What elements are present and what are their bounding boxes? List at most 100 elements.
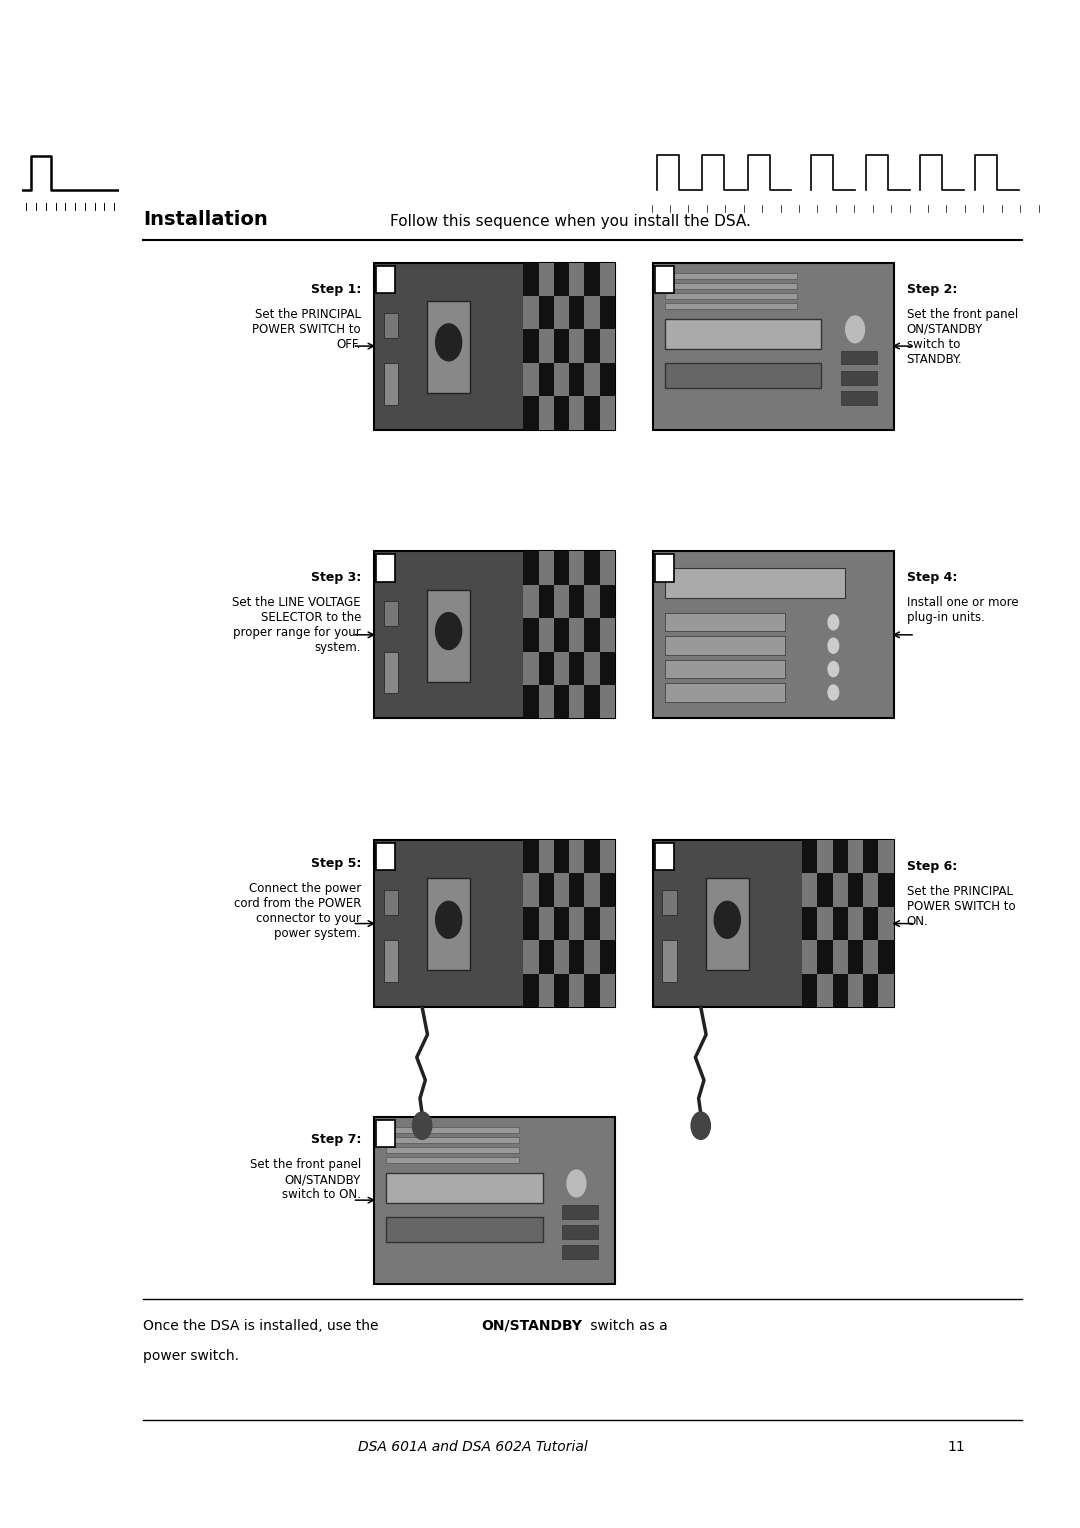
Bar [386, 1137, 518, 1143]
Text: Once the DSA is installed, use the: Once the DSA is installed, use the [144, 1319, 383, 1332]
Bar [554, 973, 569, 1007]
Bar [599, 940, 615, 973]
Bar [569, 296, 584, 330]
Bar [386, 1146, 518, 1154]
Bar [554, 940, 569, 973]
Bar [599, 685, 615, 718]
Circle shape [435, 324, 461, 361]
Bar [539, 651, 554, 685]
Bar [840, 371, 877, 385]
Bar [584, 685, 599, 718]
Text: Step 2:: Step 2: [906, 283, 957, 295]
Circle shape [828, 614, 839, 630]
Bar [376, 1120, 395, 1148]
Circle shape [714, 902, 740, 938]
Bar [539, 973, 554, 1007]
Bar [878, 906, 893, 940]
Bar [848, 906, 863, 940]
Bar [539, 263, 554, 296]
Bar [818, 940, 833, 973]
Bar [539, 296, 554, 330]
Bar [833, 906, 848, 940]
Bar [569, 940, 584, 973]
Bar [802, 940, 818, 973]
Text: Install one or more
plug-in units.: Install one or more plug-in units. [906, 596, 1018, 625]
Bar [802, 973, 818, 1007]
Bar [524, 840, 539, 874]
Bar [584, 396, 599, 429]
Bar [374, 263, 615, 429]
Bar [664, 283, 797, 289]
Bar [662, 940, 677, 983]
Bar [664, 637, 785, 656]
Circle shape [828, 639, 839, 652]
Bar [569, 362, 584, 396]
Bar [840, 391, 877, 405]
Bar [539, 840, 554, 874]
Bar [584, 906, 599, 940]
Text: Set the PRINCIPAL
POWER SWITCH to
OFF.: Set the PRINCIPAL POWER SWITCH to OFF. [253, 307, 361, 350]
Bar [569, 330, 584, 362]
Bar [569, 619, 584, 651]
Bar [383, 940, 399, 983]
Bar [554, 296, 569, 330]
Bar [584, 874, 599, 906]
Bar [554, 840, 569, 874]
Bar [802, 840, 818, 874]
Text: Follow this sequence when you install the DSA.: Follow this sequence when you install th… [390, 214, 751, 229]
Bar [599, 296, 615, 330]
Bar [554, 619, 569, 651]
Bar [652, 263, 893, 429]
Bar [818, 840, 833, 874]
Bar [539, 874, 554, 906]
Bar [374, 1117, 615, 1284]
Bar [664, 613, 785, 631]
Text: ON/STANDBY: ON/STANDBY [481, 1319, 582, 1332]
Bar [524, 585, 539, 619]
Bar [539, 552, 554, 585]
Bar [383, 362, 399, 405]
Bar [524, 685, 539, 718]
Bar [584, 840, 599, 874]
Bar [524, 906, 539, 940]
Bar [554, 874, 569, 906]
Bar [539, 619, 554, 651]
Circle shape [435, 902, 461, 938]
Text: Set the PRINCIPAL
POWER SWITCH to
ON.: Set the PRINCIPAL POWER SWITCH to ON. [906, 885, 1015, 927]
Text: Connect the power
cord from the POWER
connector to your
power system.: Connect the power cord from the POWER co… [233, 882, 361, 940]
Bar [524, 619, 539, 651]
Bar [584, 296, 599, 330]
Text: Step 1:: Step 1: [311, 283, 361, 295]
Bar [539, 906, 554, 940]
Bar [599, 585, 615, 619]
Bar [524, 874, 539, 906]
Bar [386, 1216, 542, 1242]
Bar [569, 263, 584, 296]
Bar [664, 683, 785, 701]
Bar [599, 396, 615, 429]
Bar [539, 362, 554, 396]
Bar [569, 840, 584, 874]
Bar [662, 891, 677, 915]
Bar [599, 552, 615, 585]
Bar [569, 585, 584, 619]
Bar [524, 296, 539, 330]
Text: Step 4:: Step 4: [906, 571, 957, 584]
Bar [569, 685, 584, 718]
Bar [599, 362, 615, 396]
Bar [833, 940, 848, 973]
Text: Installation: Installation [144, 209, 268, 229]
Bar [599, 906, 615, 940]
Bar [539, 585, 554, 619]
Bar [654, 266, 674, 293]
Bar [569, 906, 584, 940]
Bar [569, 552, 584, 585]
Text: Set the front panel
ON/STANDBY
switch to
STANDBY.: Set the front panel ON/STANDBY switch to… [906, 307, 1017, 365]
Bar [599, 263, 615, 296]
Bar [584, 330, 599, 362]
Bar [376, 555, 395, 582]
Bar [584, 552, 599, 585]
Circle shape [413, 1112, 432, 1140]
Bar [562, 1225, 598, 1239]
Text: power switch.: power switch. [144, 1349, 240, 1363]
